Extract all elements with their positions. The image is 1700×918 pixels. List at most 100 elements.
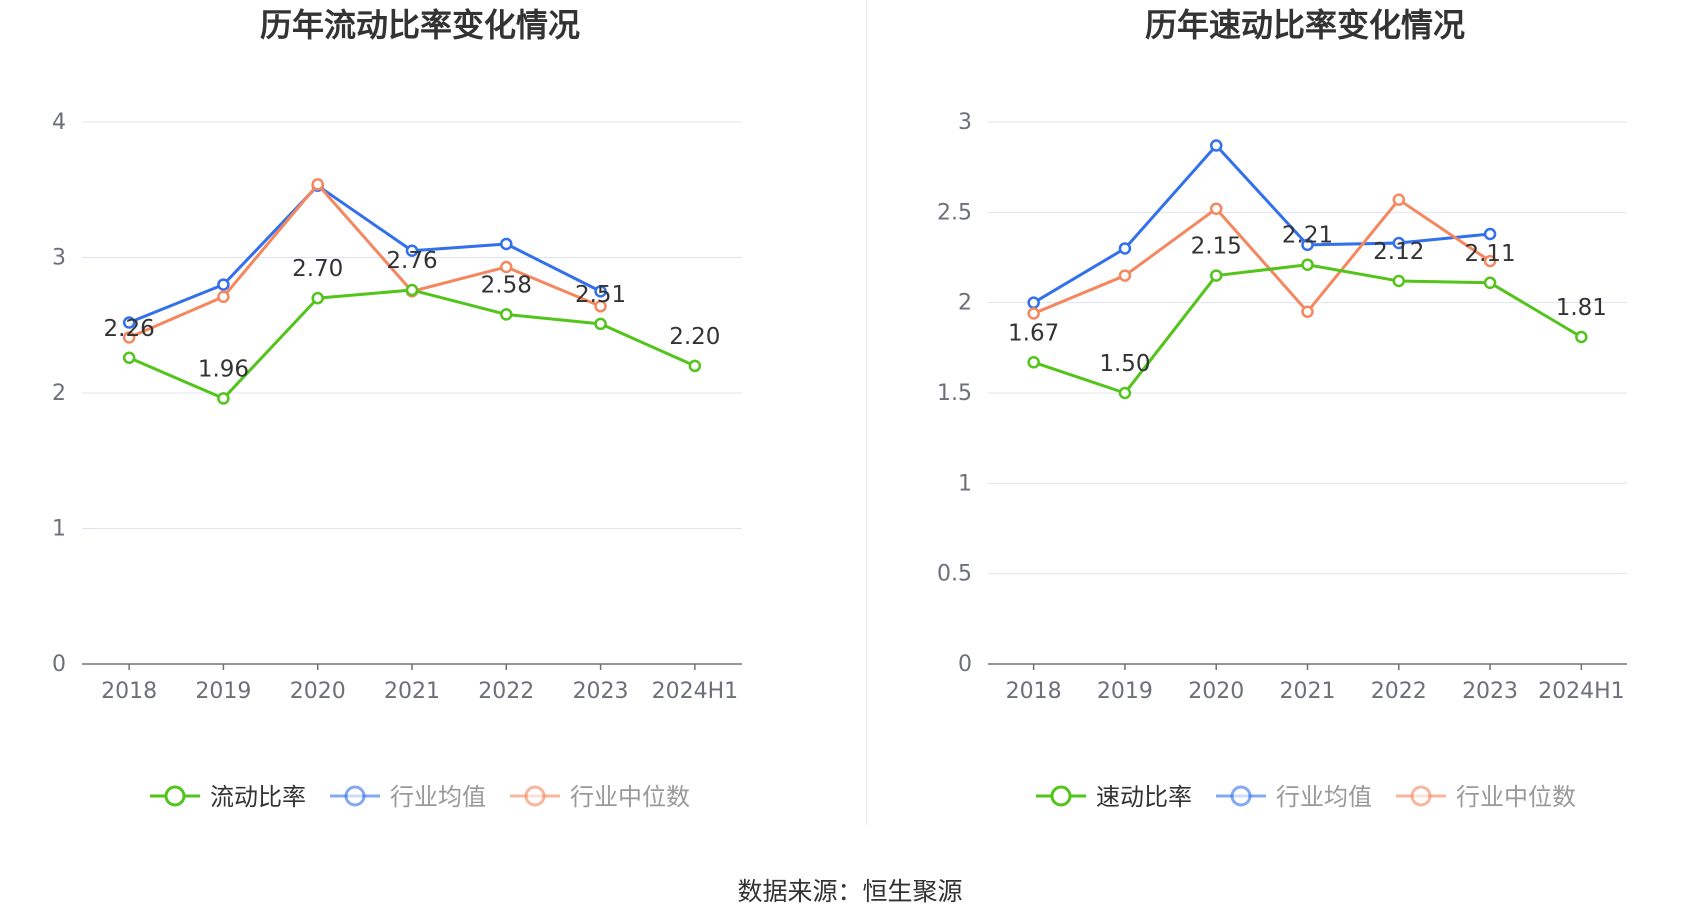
legend-swatch-marker (1410, 785, 1432, 807)
data-point (500, 237, 513, 251)
data-label: 1.96 (198, 356, 249, 382)
y-tick-label: 2 (52, 381, 66, 406)
y-tick-label: 0 (52, 652, 66, 677)
series-line (1033, 198, 1491, 315)
data-point (405, 283, 419, 297)
legend-item[interactable]: 行业中位数 (510, 783, 690, 811)
chart-title: 历年流动比率变化情况 (260, 6, 580, 44)
data-point (500, 308, 513, 321)
chart-title: 历年速动比率变化情况 (1145, 6, 1465, 44)
y-tick-label: 3 (52, 246, 66, 271)
data-point (1301, 258, 1314, 271)
y-tick-label: 3 (958, 110, 972, 135)
data-point (1483, 227, 1497, 241)
x-tick-label: 2021 (1280, 679, 1336, 704)
legend-label: 行业中位数 (1456, 783, 1576, 811)
data-point (1209, 269, 1223, 282)
y-tick-label: 4 (52, 110, 66, 135)
data-point (594, 300, 607, 313)
data-point (1392, 274, 1406, 288)
legend-label: 流动比率 (210, 783, 306, 811)
x-tick-label: 2024H1 (1538, 679, 1625, 704)
data-source-note: 数据来源：恒生聚源 (737, 877, 963, 906)
x-tick-label: 2023 (573, 679, 629, 704)
data-point (1118, 386, 1132, 400)
legend-item[interactable]: 速动比率 (1036, 783, 1192, 811)
legend-item[interactable]: 行业中位数 (1396, 783, 1576, 811)
data-label: 2.21 (1282, 223, 1333, 249)
series-line (128, 184, 602, 324)
chart-panel-2: 历年速动比率变化情况 0 0.5 1 1.5 2 2.5 3 2018 2019 2020 2021 2… (937, 6, 1627, 811)
y-tick-label: 2.5 (937, 200, 972, 225)
data-point (1027, 296, 1040, 309)
data-label: 2.15 (1191, 234, 1242, 260)
x-tick-label: 2024H1 (652, 679, 739, 704)
data-label: 1.50 (1099, 351, 1150, 377)
data-point (1027, 356, 1040, 369)
data-label: 1.67 (1008, 320, 1059, 346)
series-line (128, 182, 602, 339)
legend-swatch-marker (1230, 785, 1252, 807)
data-label: 1.81 (1556, 295, 1607, 321)
x-tick-label: 2018 (101, 679, 157, 704)
data-label: 2.12 (1373, 239, 1424, 265)
data-point (311, 178, 324, 191)
data-point (405, 244, 419, 257)
data-point (594, 285, 607, 298)
data-label: 2.51 (575, 282, 626, 308)
data-point (1392, 193, 1406, 206)
data-point (1118, 269, 1132, 282)
data-point (122, 331, 136, 344)
data-label: 2.58 (481, 272, 532, 298)
legend-swatch-marker (1050, 785, 1072, 807)
data-point (1575, 330, 1588, 344)
data-label: 2.76 (386, 248, 437, 274)
data-label: 2.70 (292, 256, 343, 282)
x-tick-label: 2019 (195, 679, 251, 704)
y-tick-label: 0 (958, 652, 972, 677)
data-point (1118, 242, 1132, 255)
data-label: 2.26 (104, 316, 155, 342)
data-point (122, 351, 136, 365)
x-tick-label: 2023 (1462, 679, 1518, 704)
x-tick-label: 2020 (1188, 679, 1244, 704)
y-tick-label: 0.5 (937, 562, 972, 587)
y-tick-label: 2 (958, 291, 972, 316)
y-tick-label: 1 (52, 517, 66, 542)
legend-label: 行业均值 (390, 783, 486, 811)
legend-label: 行业中位数 (570, 783, 690, 811)
legend-swatch-marker (164, 785, 186, 807)
data-point (500, 260, 513, 274)
panel-divider (866, 0, 867, 825)
x-tick-label: 2021 (384, 679, 440, 704)
y-tick-label: 1 (958, 471, 972, 496)
data-point (1392, 236, 1406, 250)
legend-swatch-marker (344, 785, 366, 807)
data-point (1483, 254, 1497, 268)
legend-item[interactable]: 流动比率 (150, 783, 306, 811)
x-tick-label: 2019 (1097, 679, 1153, 704)
x-tick-label: 2022 (478, 679, 534, 704)
data-point (217, 290, 230, 304)
data-point (1301, 238, 1314, 252)
data-point (217, 392, 230, 405)
legend-item[interactable]: 行业均值 (330, 783, 486, 811)
data-label: 2.20 (669, 324, 720, 350)
x-tick-label: 2022 (1371, 679, 1427, 704)
data-point (1027, 307, 1040, 320)
chart-panel-1: 历年流动比率变化情况 0 1 2 3 4 2018 2019 2020 2021 2022 2023 2… (52, 6, 742, 811)
legend-label: 行业均值 (1276, 783, 1372, 811)
data-label: 2.11 (1464, 241, 1515, 267)
y-tick-label: 1.5 (937, 381, 972, 406)
data-point (217, 278, 230, 291)
legend-item[interactable]: 行业均值 (1216, 783, 1372, 811)
data-point (122, 316, 136, 329)
legend-label: 速动比率 (1096, 783, 1192, 811)
x-tick-label: 2018 (1006, 679, 1062, 704)
data-point (311, 291, 324, 305)
data-point (594, 317, 607, 331)
data-point (1209, 139, 1223, 152)
data-point (688, 359, 702, 373)
series-line (1032, 143, 1491, 304)
